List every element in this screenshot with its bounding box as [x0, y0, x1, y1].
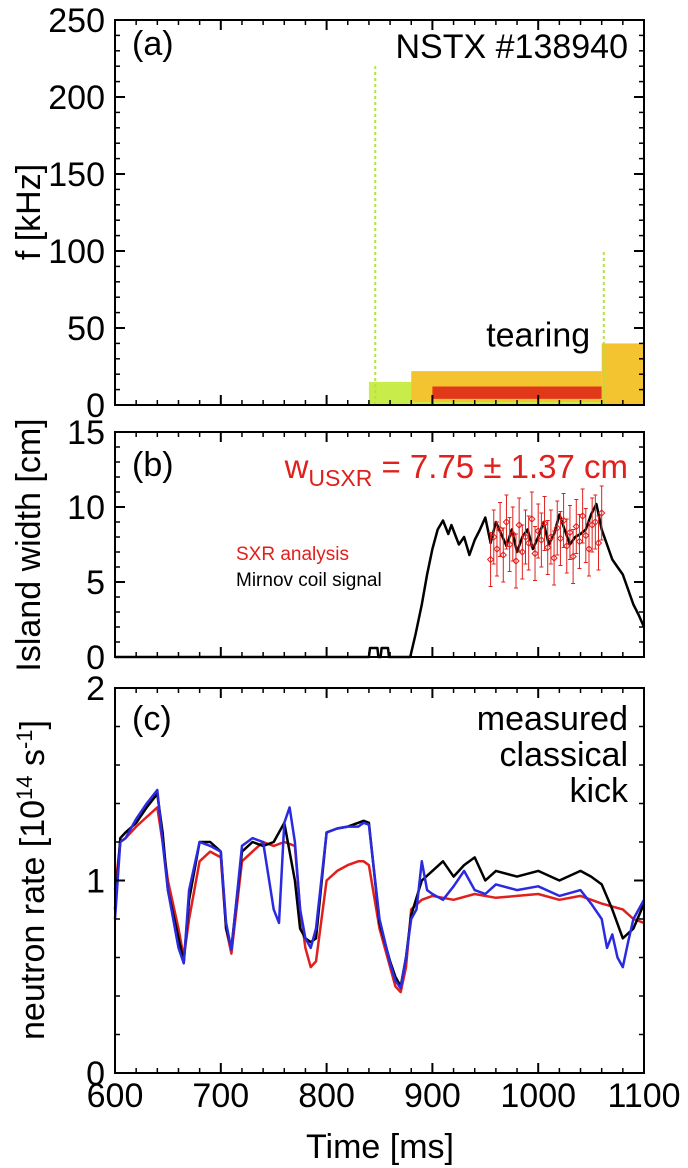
ytick-label: 15	[67, 414, 105, 452]
sxr-point	[493, 545, 501, 553]
sxr-point	[505, 540, 514, 549]
spectrogram-band	[432, 386, 602, 399]
sxr-point	[575, 537, 584, 546]
sxr-point	[582, 531, 590, 540]
panel-label-c: (c)	[132, 700, 172, 738]
panel-a-frame	[114, 19, 645, 406]
ytick-label: 100	[48, 233, 105, 271]
ytick-label: 0	[86, 639, 105, 677]
ytick-label: 0	[86, 1055, 105, 1093]
sxr-point	[486, 555, 495, 564]
sxr-point	[515, 521, 523, 529]
annotation-subscript: USXR	[308, 465, 372, 491]
panel-b-frame	[114, 431, 645, 658]
sxr-point	[509, 530, 517, 538]
panel-a-ylabel: f [kHz]	[10, 164, 48, 260]
sxr-point	[524, 539, 533, 547]
legend-sxr: SXR analysis	[236, 544, 349, 565]
panel-label-b: (b)	[132, 446, 174, 484]
panel-b-xticks	[114, 432, 645, 657]
sxr-point	[512, 557, 520, 565]
sxr-point	[553, 524, 561, 532]
ytick-label: 2	[86, 670, 105, 708]
sxr-point	[518, 548, 527, 556]
annotation-tearing: tearing	[486, 316, 590, 354]
sxr-point	[540, 519, 549, 528]
panel-a-yticks: 0 50 100 150 200 250	[48, 2, 644, 425]
sxr-point	[556, 534, 565, 543]
chart-title: NSTX #138940	[396, 28, 629, 66]
legend-measured: measured	[477, 700, 628, 738]
sxr-point	[544, 543, 552, 552]
legend-kick: kick	[569, 772, 629, 810]
ytick-label: 0	[86, 387, 105, 425]
xtick-label: 900	[404, 1077, 461, 1115]
ytick-label: 150	[48, 156, 105, 194]
ytick-label: 5	[86, 564, 105, 602]
annotation-value: = 7.75 ± 1.37 cm	[372, 448, 628, 485]
legend-classical: classical	[500, 736, 628, 774]
spectrogram	[368, 66, 644, 405]
sxr-point	[547, 533, 555, 541]
sxr-point	[499, 551, 507, 559]
xtick-label: 800	[298, 1077, 355, 1115]
panel-b: 0 5 10 15 (b) wUSXR = 7.75 ± 1.37 cm SXR an…	[10, 414, 646, 677]
xtick-label: 1000	[500, 1077, 576, 1115]
panel-c: 0 1 2 600 700 800 900 1000 1100 (c) measured cl…	[12, 670, 681, 1166]
sxr-point	[578, 512, 587, 520]
legend-mirnov: Mirnov coil signal	[236, 570, 382, 591]
sxr-point	[537, 536, 546, 544]
panel-label-a: (a)	[132, 25, 174, 63]
panel-c-series	[113, 788, 646, 994]
spectrogram-band	[601, 343, 644, 405]
panel-a-xticks	[114, 20, 645, 405]
ytick-label: 200	[48, 79, 105, 117]
panel-c-yticks: 0 1 2	[86, 670, 644, 1093]
ytick-label: 250	[48, 2, 105, 40]
sxr-point	[534, 527, 542, 535]
sxr-point	[569, 552, 577, 561]
xtick-label: 600	[87, 1077, 144, 1115]
sxr-point	[572, 522, 580, 531]
sxr-point	[597, 509, 606, 517]
sxr-point	[528, 515, 536, 523]
series-line-measured	[113, 806, 645, 994]
series-line-kick	[113, 788, 646, 990]
sxr-point	[566, 528, 574, 537]
sxr-point	[585, 545, 593, 553]
island-width-annotation: wUSXR = 7.75 ± 1.37 cm	[284, 448, 628, 491]
sxr-point	[531, 549, 539, 558]
annotation-w: w	[284, 448, 309, 485]
panel-b-yticks: 0 5 10 15	[67, 414, 644, 677]
panel-c-ylabel: neutron rate [1014 s-1]	[12, 720, 52, 1040]
ytick-label: 10	[67, 489, 105, 527]
sxr-point	[490, 533, 498, 541]
sxr-point	[550, 554, 558, 562]
sxr-point	[502, 518, 511, 526]
xtick-label: 700	[192, 1077, 249, 1115]
panel-b-ylabel: Island width [cm]	[10, 418, 48, 671]
ytick-label: 50	[67, 310, 105, 348]
panel-c-xticks: 600 700 800 900 1000 1100	[87, 688, 681, 1115]
sxr-point	[591, 518, 600, 526]
panel-a: 0 50 100 150 200 250 (a) NSTX #138940 tearing…	[10, 2, 645, 425]
ytick-label: 1	[86, 863, 105, 901]
sxr-point	[563, 542, 571, 550]
sxr-point	[594, 539, 603, 547]
sxr-point	[521, 533, 530, 541]
xtick-label: 1100	[607, 1077, 680, 1115]
x-axis-label: Time [ms]	[306, 1128, 454, 1166]
